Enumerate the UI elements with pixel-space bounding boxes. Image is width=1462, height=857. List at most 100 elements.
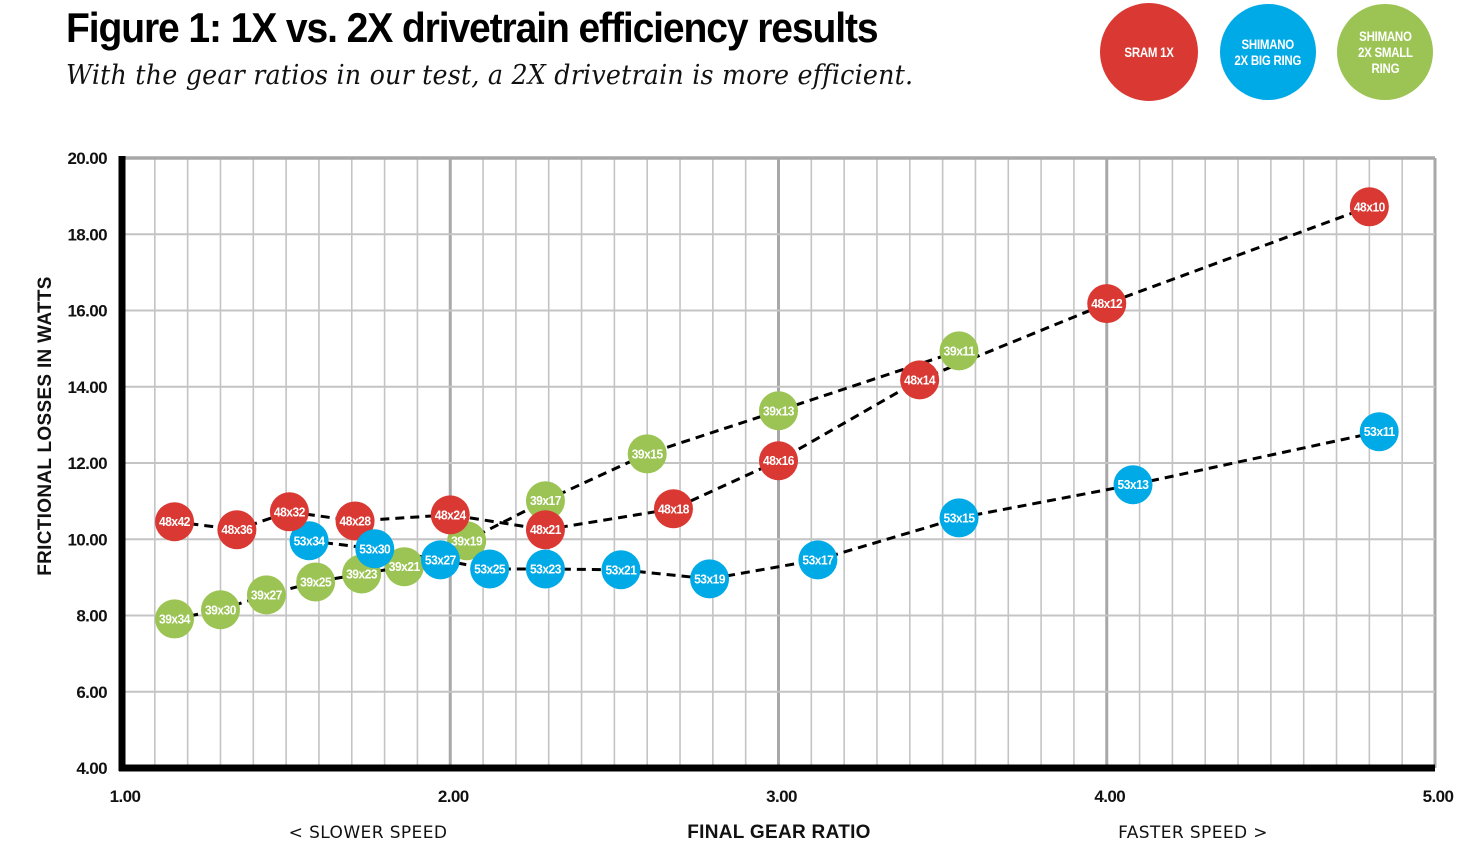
legend-label: SHIMANO 2X SMALL RING [1357,28,1413,76]
y-tick-label: 10.00 [67,530,107,549]
y-tick-label: 6.00 [76,683,107,702]
data-point-marker [335,501,375,541]
data-point-label: 48x21 [530,522,561,537]
y-tick-label: 20.00 [67,149,107,168]
data-point: 39x17 [525,481,565,521]
data-point-label: 39x19 [451,533,482,548]
legend-item-shimano-big-ring: SHIMANO 2X BIG RING [1220,4,1316,100]
data-point: 39x34 [155,599,195,639]
data-point: 53x11 [1359,412,1399,452]
data-point-marker [289,521,329,561]
legend-item-sram-1x: SRAM 1X [1100,3,1198,101]
data-point: 53x34 [289,521,329,561]
data-point-label: 48x36 [221,522,252,537]
data-point-label: 39x17 [530,493,561,508]
x-tick-label: 3.00 [766,787,797,806]
data-point: 53x13 [1113,465,1153,505]
data-point-label: 53x30 [359,541,390,556]
grid [122,156,1437,768]
data-point-label: 53x15 [944,510,975,525]
data-point-marker [900,360,940,400]
data-point: 48x14 [900,360,940,400]
axes [118,156,1435,772]
data-point-label: 48x12 [1091,296,1122,311]
data-point: 53x15 [939,498,979,538]
y-tick-label: 16.00 [67,302,107,321]
data-point-marker [430,495,470,535]
x-tick-label: 1.00 [110,787,141,806]
data-point-label: 53x13 [1118,477,1149,492]
data-point-label: 53x27 [425,552,456,567]
data-point-label: 39x21 [389,559,420,574]
x-tick-label: 5.00 [1423,787,1454,806]
y-tick-label: 12.00 [67,454,107,473]
data-point-label: 48x28 [340,513,371,528]
data-point-marker [653,489,693,529]
data-point-label: 39x30 [205,602,236,617]
data-point-label: 48x10 [1354,199,1385,214]
data-point-marker [155,599,195,639]
data-point-marker [217,510,257,550]
data-point: 39x15 [627,434,667,474]
data-points: 39x34 39x30 39x27 39x25 39x23 39x21 39x19 39x17… [155,187,1399,639]
data-point-label: 39x25 [300,574,331,589]
data-point: 39x25 [296,562,336,602]
data-point: 53x23 [525,549,565,589]
data-point-marker [470,549,510,589]
data-point-marker [1359,412,1399,452]
data-point-label: 39x27 [251,587,282,602]
data-point-marker [525,549,565,589]
data-point-label: 53x23 [530,561,561,576]
data-point: 39x27 [246,575,286,615]
data-point-marker [246,575,286,615]
legend-label: SRAM 1X [1124,44,1174,60]
data-point: 39x11 [939,331,979,371]
series-line [174,349,960,621]
data-point: 48x42 [155,502,195,542]
x-tick-label: 4.00 [1094,787,1125,806]
y-axis-title: FRICTIONAL LOSSES IN WATTS [35,276,56,576]
y-tick-label: 14.00 [67,378,107,397]
data-point-label: 48x16 [763,453,794,468]
data-point-label: 48x18 [658,501,689,516]
data-point: 48x32 [269,492,309,532]
x-right-note: FASTER SPEED > [1118,823,1268,843]
data-point-label: 53x11 [1364,424,1395,439]
data-point-label: 39x11 [944,343,975,358]
data-point-label: 39x15 [632,446,663,461]
legend-label: SHIMANO 2X BIG RING [1234,36,1302,68]
data-point-marker [798,540,838,580]
data-point-marker [1349,187,1389,227]
x-tick-label: 2.00 [438,787,469,806]
data-point-label: 53x19 [694,571,725,586]
data-point-label: 39x23 [346,566,377,581]
data-point-marker [269,492,309,532]
data-point-label: 53x17 [802,552,833,567]
data-point-marker [1113,465,1153,505]
data-point: 48x12 [1087,284,1127,324]
data-point: 39x13 [759,391,798,431]
data-point-marker [601,550,641,590]
data-point: 48x16 [759,441,798,481]
x-left-note: < SLOWER SPEED [289,823,448,843]
data-point: 48x24 [430,495,470,535]
chart-title: Figure 1: 1X vs. 2X drivetrain efficienc… [66,4,879,51]
series-line [174,205,1370,532]
data-point-label: 53x34 [294,533,326,548]
data-point: 39x21 [384,547,424,587]
data-point: 53x27 [420,540,460,580]
y-tick-label: 8.00 [76,607,107,626]
data-point: 48x10 [1349,187,1389,227]
data-point-marker [384,547,424,587]
data-point: 48x36 [217,510,257,550]
data-point-label: 48x24 [435,507,467,522]
data-point-marker [759,391,798,431]
legend-item-shimano-small-ring: SHIMANO 2X SMALL RING [1337,4,1433,100]
data-point-marker [939,331,979,371]
data-point-marker [355,529,395,569]
data-point-label: 39x34 [159,611,191,626]
data-point: 48x18 [653,489,693,529]
data-point-marker [420,540,460,580]
chart-subtitle: With the gear ratios in our test, a 2X d… [66,60,914,91]
